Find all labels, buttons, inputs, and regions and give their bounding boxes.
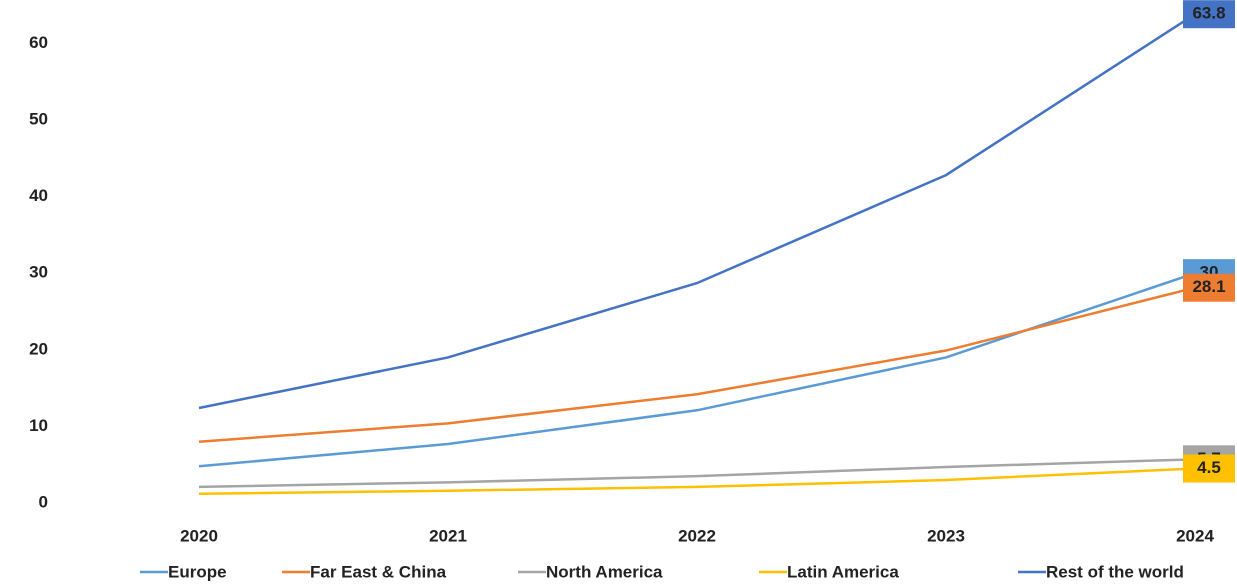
legend-label: Europe [168, 562, 227, 581]
value-label-box [1183, 0, 1235, 29]
y-tick-label: 40 [29, 186, 48, 205]
series-line [198, 458, 1196, 489]
legend-label: Rest of the world [1046, 562, 1184, 581]
value-label-text: 4.5 [1197, 458, 1221, 477]
x-tick-label: 2021 [429, 526, 467, 545]
legend-label: Latin America [787, 562, 899, 581]
y-tick-label: 60 [29, 33, 48, 52]
series-line [198, 286, 1196, 443]
x-tick-label: 2022 [678, 526, 716, 545]
legend-label: Far East & China [310, 562, 447, 581]
y-tick-label: 20 [29, 339, 48, 358]
legend-item: Latin America [759, 562, 899, 581]
x-tick-label: 2023 [927, 526, 965, 545]
series-line [198, 467, 1196, 496]
value-label-text: 28.1 [1192, 277, 1225, 296]
series-line [198, 13, 1196, 410]
x-tick-label: 2020 [180, 526, 218, 545]
y-tick-label: 30 [29, 263, 48, 282]
y-tick-label: 0 [39, 492, 48, 511]
value-label: 28.1 [1183, 273, 1235, 302]
value-label: 63.8 [1183, 0, 1235, 29]
value-label: 4.5 [1183, 454, 1235, 483]
legend-item: Rest of the world [1018, 562, 1184, 581]
value-label-box [1183, 273, 1235, 302]
value-label-text: 63.8 [1192, 4, 1225, 23]
legend-item: North America [518, 562, 663, 581]
value-label-box [1183, 454, 1235, 483]
series-line [198, 271, 1196, 468]
y-tick-label: 10 [29, 416, 48, 435]
x-tick-label: 2024 [1176, 526, 1214, 545]
legend-item: Far East & China [282, 562, 447, 581]
legend-label: North America [546, 562, 663, 581]
legend-item: Europe [140, 562, 227, 581]
y-tick-label: 50 [29, 109, 48, 128]
